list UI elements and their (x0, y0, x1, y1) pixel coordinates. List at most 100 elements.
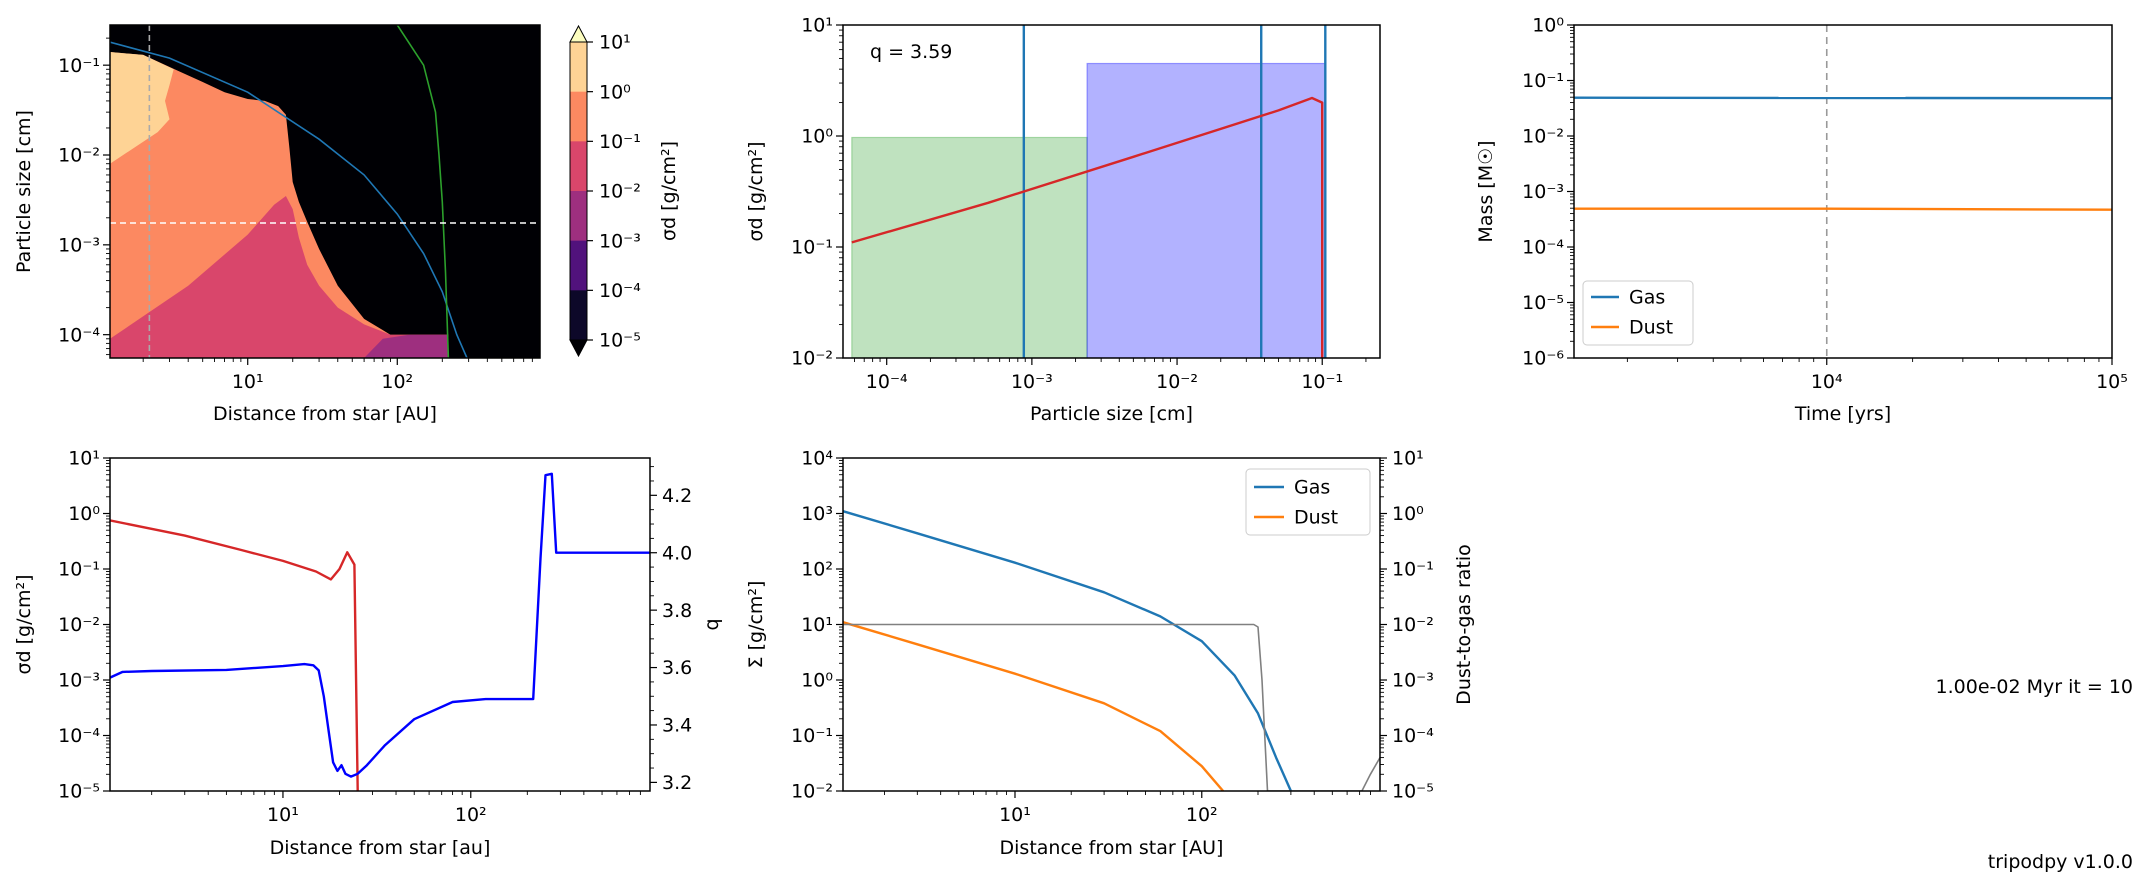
p5-ytick-label: 10⁻¹ (791, 725, 833, 747)
p5-legend (1245, 468, 1371, 536)
p2-xtick-label: 10⁻⁴ (866, 371, 908, 393)
p4-y2tick-label: 3.6 (662, 657, 692, 679)
p1-ylabel: Particle size [cm] (13, 110, 35, 273)
p5-ytick-label: 10⁰ (801, 670, 833, 692)
p1-ytick-label: 10⁻² (58, 145, 100, 167)
p3-ytick-label: 10⁻⁵ (1522, 292, 1564, 314)
p4-q-line (110, 472, 650, 778)
p1-frame (109, 24, 541, 359)
colorbar-tick-label: 10⁻¹ (599, 131, 641, 153)
colorbar-segment (570, 141, 587, 192)
p1-ytick-label: 10⁻⁴ (58, 324, 100, 346)
p5-xtick-label: 10¹ (999, 804, 1031, 826)
p3-ylabel: Mass [M☉] (1475, 140, 1497, 242)
p2-annotation: q = 3.59 (870, 41, 952, 63)
p1-xlabel: Distance from star [AU] (213, 403, 437, 425)
p3-ytick-label: 10⁰ (1532, 15, 1564, 37)
p4-ytick-label: 10⁻⁴ (58, 725, 100, 747)
p2-plot-area (851, 25, 1327, 358)
p3-ytick-label: 10⁻⁴ (1522, 237, 1564, 259)
p1-ytick-label: 10⁻³ (58, 234, 100, 256)
p5-y2label: Dust-to-gas ratio (1453, 544, 1475, 705)
p3-series-line (1574, 96, 2112, 100)
p5-legend-label: Gas (1294, 477, 1330, 499)
p5-legend-label: Dust (1294, 507, 1338, 529)
colorbar-segment (570, 91, 587, 142)
p4-y2tick-label: 4.2 (662, 485, 692, 507)
p1-contour-region (364, 334, 449, 358)
p5-ytick-label: 10² (801, 559, 833, 581)
colorbar-segment (570, 42, 587, 93)
p2-ytick-label: 10¹ (801, 15, 833, 37)
p5-ratio-line (843, 623, 1380, 791)
p5-y2tick-label: 10⁰ (1392, 503, 1424, 525)
p1-ytick-label: 10⁻¹ (58, 55, 100, 77)
p5-xlabel: Distance from star [AU] (1000, 837, 1224, 859)
p2-distribution-line (851, 96, 1324, 358)
colorbar-segment (570, 240, 587, 291)
p4-ytick-label: 10⁰ (68, 503, 100, 525)
p5-y2tick-label: 10⁻⁵ (1392, 781, 1434, 803)
time-label: 1.00e-02 Myr it = 10 (1936, 676, 2133, 698)
p5-plot-area (843, 510, 1380, 791)
p2-ytick-label: 10⁻² (791, 348, 833, 370)
p1-contour-region (110, 52, 174, 164)
p1-limit-line (396, 25, 450, 358)
colorbar-label: σd [g/cm²] (658, 141, 680, 241)
p4-plot-area (110, 472, 650, 791)
p2-size-bin-box (1086, 62, 1326, 358)
colorbar-segment (570, 191, 587, 242)
p3-xtick-label: 10⁴ (1811, 371, 1843, 393)
p1-xtick-label: 10² (381, 371, 413, 393)
p3-xlabel: Time [yrs] (1794, 403, 1891, 425)
colorbar-tick-label: 10⁻³ (599, 230, 641, 252)
p5-y2tick-label: 10⁻⁴ (1392, 725, 1434, 747)
p5-ytick-label: 10³ (801, 503, 833, 525)
p5-xtick-label: 10² (1186, 804, 1218, 826)
p5-series-line (843, 510, 1292, 791)
p1-xtick-label: 10¹ (232, 371, 264, 393)
p4-y2label: q (701, 618, 723, 630)
p3-legend-label: Dust (1629, 317, 1673, 339)
p5-y2tick-label: 10⁻³ (1392, 670, 1434, 692)
p2-frame (842, 24, 1381, 359)
p3-xtick-label: 10⁵ (2096, 371, 2128, 393)
p5-y2tick-label: 10⁻¹ (1392, 559, 1434, 581)
colorbar-extend-bottom (569, 339, 588, 358)
p3-ytick-label: 10⁻³ (1522, 181, 1564, 203)
p4-frame (109, 457, 651, 792)
colorbar-tick-label: 10⁻² (599, 181, 641, 203)
p5-ytick-label: 10⁴ (801, 448, 833, 470)
p4-ytick-label: 10¹ (68, 448, 100, 470)
p5-y2tick-label: 10¹ (1392, 448, 1424, 470)
p3-ytick-label: 10⁻² (1522, 126, 1564, 148)
p2-ytick-label: 10⁻¹ (791, 237, 833, 259)
colorbar-tick-label: 10⁻⁵ (599, 330, 641, 352)
p2-ylabel: σd [g/cm²] (745, 141, 767, 241)
p4-ytick-label: 10⁻³ (58, 670, 100, 692)
p2-xtick-label: 10⁻² (1156, 371, 1198, 393)
p4-y2tick-label: 3.2 (662, 772, 692, 794)
version-label: tripodpy v1.0.0 (1988, 851, 2133, 873)
p1-limit-line (110, 41, 468, 358)
p5-ytick-label: 10⁻² (791, 781, 833, 803)
colorbar-tick-label: 10¹ (599, 32, 631, 54)
p3-ytick-label: 10⁻¹ (1522, 70, 1564, 92)
colorbar-tick-label: 10⁻⁴ (599, 280, 641, 302)
p5-ylabel: Σ [g/cm²] (745, 581, 767, 669)
p4-ytick-label: 10⁻⁵ (58, 781, 100, 803)
p4-xtick-label: 10¹ (267, 804, 299, 826)
p4-sigma-line (110, 519, 359, 791)
p4-ytick-label: 10⁻² (58, 614, 100, 636)
p3-ytick-label: 10⁻⁶ (1522, 348, 1564, 370)
p4-xtick-label: 10² (455, 804, 487, 826)
p4-ylabel: σd [g/cm²] (13, 574, 35, 674)
p5-ytick-label: 10¹ (801, 614, 833, 636)
p4-y2tick-label: 3.8 (662, 600, 692, 622)
colorbar-extend-top (569, 24, 588, 43)
p1-plot-area (110, 25, 540, 358)
p5-series-line (843, 621, 1225, 791)
p4-y2tick-label: 4.0 (662, 542, 692, 564)
p3-legend-label: Gas (1629, 287, 1665, 309)
